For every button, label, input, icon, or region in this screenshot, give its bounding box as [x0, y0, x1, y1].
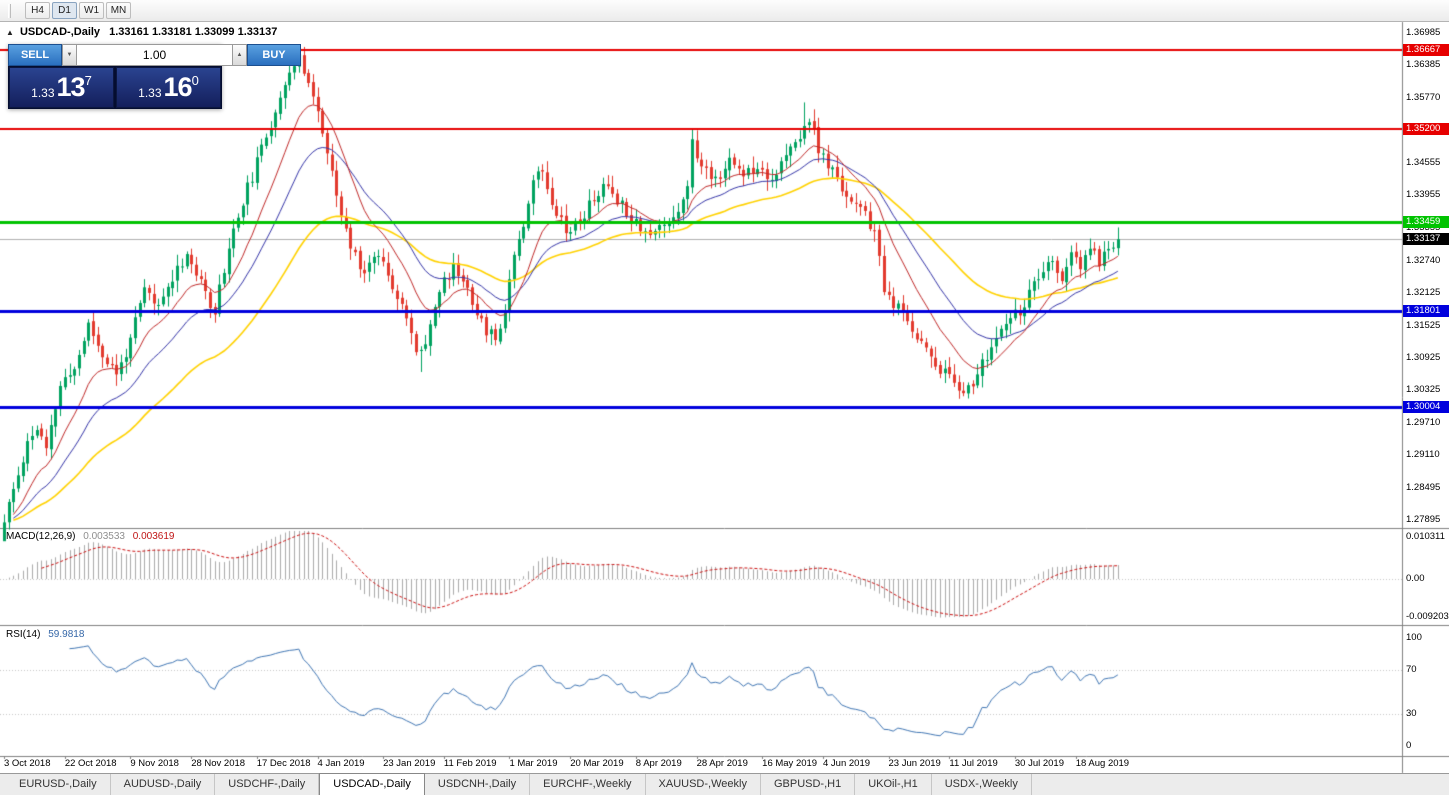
bid-price-small: 1.33	[31, 85, 55, 100]
trade-panel-controls: SELL ▼ ▲ BUY	[8, 44, 301, 66]
sell-button[interactable]: SELL	[8, 44, 62, 66]
tab-eurchf-weekly[interactable]: EURCHF-,Weekly	[530, 774, 646, 795]
price-axis-label: 1.32740	[1406, 254, 1441, 266]
date-axis-label: 11 Jul 2019	[949, 758, 998, 769]
date-axis-label: 8 Apr 2019	[635, 758, 682, 769]
date-axis-label: 11 Feb 2019	[443, 758, 497, 769]
timeframe-buttons: H4 D1 W1 MN	[25, 2, 133, 19]
rsi-value: 59.9818	[48, 629, 85, 640]
bid-price-big: 13	[56, 72, 86, 102]
trade-panel-prices: 1.33 13 7 1.33 16 0	[8, 66, 222, 109]
tab-usdcad-daily[interactable]: USDCAD-,Daily	[319, 773, 425, 795]
price-axis-label: 1.30325	[1406, 383, 1441, 395]
date-axis-label: 9 Nov 2018	[130, 758, 179, 769]
one-click-panel-toggle-icon[interactable]: ▲	[6, 28, 14, 37]
macd-indicator-label: MACD(12,26,9) 0.003533 0.003619	[6, 531, 174, 542]
volume-decrement-button[interactable]: ▼	[62, 44, 77, 66]
price-level-badge: 1.36667	[1403, 44, 1449, 57]
date-axis-label: 4 Jan 2019	[317, 758, 365, 769]
timeframe-button-w1[interactable]: W1	[79, 2, 104, 19]
macd-axis-label: 0.00	[1406, 573, 1425, 584]
ask-price-sup: 0	[191, 73, 199, 88]
price-axis-label: 1.36385	[1406, 59, 1441, 71]
date-axis-label: 28 Apr 2019	[696, 758, 748, 769]
macd-axis-label: -0.009203	[1406, 611, 1449, 622]
tab-usdchf-daily[interactable]: USDCHF-,Daily	[215, 774, 320, 795]
rsi-axis-label: 0	[1406, 740, 1412, 751]
price-level-badge: 1.30004	[1403, 401, 1449, 414]
ask-price[interactable]: 1.33 16 0	[116, 67, 221, 108]
volume-input[interactable]	[77, 44, 232, 66]
timeframe-button-d1[interactable]: D1	[52, 2, 77, 19]
price-axis-label: 1.33955	[1406, 189, 1441, 201]
tab-xauusd-weekly[interactable]: XAUUSD-,Weekly	[646, 774, 761, 795]
tab-gbpusd-h1[interactable]: GBPUSD-,H1	[761, 774, 856, 795]
date-axis-label: 1 Mar 2019	[509, 758, 558, 769]
macd-axis-label: 0.010311	[1406, 531, 1445, 542]
date-axis-label: 28 Nov 2018	[191, 758, 246, 769]
volume-increment-button[interactable]: ▲	[232, 44, 247, 66]
price-axis-label: 1.28495	[1406, 481, 1441, 493]
date-axis-label: 4 Jun 2019	[823, 758, 871, 769]
date-axis-label: 20 Mar 2019	[570, 758, 624, 769]
rsi-name: RSI(14)	[6, 629, 41, 640]
rsi-indicator-label: RSI(14) 59.9818	[6, 629, 84, 640]
price-axis-label: 1.29710	[1406, 416, 1441, 428]
price-axis-label: 1.32125	[1406, 287, 1441, 299]
macd-signal-value: 0.003619	[132, 531, 175, 542]
bid-price[interactable]: 1.33 13 7	[9, 67, 114, 108]
ask-price-small: 1.33	[138, 85, 162, 100]
chart-symbol-period: USDCAD-,Daily	[19, 26, 101, 38]
macd-main-value: 0.003533	[83, 531, 125, 542]
date-axis-label: 22 Oct 2018	[64, 758, 117, 769]
date-axis-label: 23 Jan 2019	[383, 758, 436, 769]
chart-ohlc-values: 1.33161 1.33181 1.33099 1.33137	[109, 26, 278, 38]
buy-button[interactable]: BUY	[247, 44, 301, 66]
rsi-axis-label: 100	[1406, 632, 1422, 643]
timeframe-toolbar: H4 D1 W1 MN	[0, 0, 1449, 22]
price-axis-label: 1.34555	[1406, 157, 1441, 169]
price-level-badge: 1.31801	[1403, 304, 1449, 317]
date-axis-label: 23 Jun 2019	[888, 758, 941, 769]
date-axis-label: 17 Dec 2018	[256, 758, 311, 769]
timeframe-button-h4[interactable]: H4	[25, 2, 50, 19]
tab-usdcnh-daily[interactable]: USDCNH-,Daily	[425, 774, 531, 795]
one-click-trading-panel: SELL ▼ ▲ BUY 1.33 13 7 1.33 16 0	[8, 44, 301, 109]
price-axis-label: 1.27895	[1406, 514, 1441, 526]
tab-ukoil-h1[interactable]: UKOil-,H1	[855, 774, 932, 795]
price-axis-label: 1.29110	[1406, 449, 1440, 461]
chart-title: ▲ USDCAD-,Daily 1.33161 1.33181 1.33099 …	[6, 26, 277, 38]
toolbar-grip	[8, 3, 11, 18]
ask-price-big: 16	[163, 72, 193, 102]
macd-name: MACD(12,26,9)	[6, 531, 76, 542]
date-axis-label: 3 Oct 2018	[4, 758, 51, 769]
price-level-badge: 1.33459	[1403, 215, 1449, 228]
date-axis-label: 18 Aug 2019	[1075, 758, 1130, 769]
timeframe-button-mn[interactable]: MN	[106, 2, 131, 19]
price-axis-label: 1.36985	[1406, 27, 1441, 39]
tab-audusd-daily[interactable]: AUDUSD-,Daily	[111, 774, 216, 795]
date-axis-label: 30 Jul 2019	[1014, 758, 1064, 769]
price-axis-label: 1.30925	[1406, 351, 1441, 363]
date-axis-label: 16 May 2019	[762, 758, 818, 769]
tab-usdx-weekly[interactable]: USDX-,Weekly	[932, 774, 1032, 795]
price-axis-label: 1.35770	[1406, 92, 1441, 104]
rsi-axis-label: 70	[1406, 664, 1417, 676]
price-axis-label: 1.31525	[1406, 319, 1441, 331]
bid-price-sup: 7	[84, 73, 92, 88]
current-price-badge: 1.33137	[1403, 233, 1449, 246]
tab-eurusd-daily[interactable]: EURUSD-,Daily	[6, 774, 111, 795]
price-level-badge: 1.35200	[1403, 122, 1449, 135]
rsi-axis-label: 30	[1406, 707, 1417, 719]
chart-tab-bar: EURUSD-,Daily AUDUSD-,Daily USDCHF-,Daily U…	[0, 773, 1449, 795]
